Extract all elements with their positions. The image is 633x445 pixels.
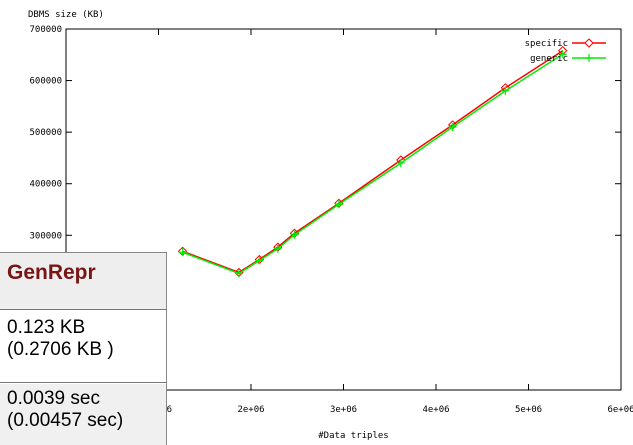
data-point-generic bbox=[396, 159, 405, 168]
data-point-generic bbox=[448, 122, 457, 131]
x-tick-label: 5e+06 bbox=[515, 405, 542, 415]
y-tick-label: 500000 bbox=[29, 128, 62, 138]
overlay-size-value: 0.123 KB bbox=[7, 317, 86, 338]
overlay-size-cell: 0.123 KB (0.2706 KB ) bbox=[0, 311, 166, 383]
series-line-generic bbox=[182, 53, 564, 275]
legend-marker-specific bbox=[584, 38, 594, 48]
overlay-title: GenRepr bbox=[0, 253, 166, 310]
x-tick-label: 3e+06 bbox=[330, 405, 357, 415]
series-line-specific bbox=[182, 50, 564, 274]
data-point-generic bbox=[501, 86, 510, 95]
data-point-generic bbox=[178, 248, 187, 257]
legend-marker-generic bbox=[585, 54, 593, 62]
data-point-generic bbox=[255, 256, 264, 265]
x-tick-label: 2e+06 bbox=[237, 405, 264, 415]
data-point-generic bbox=[334, 200, 343, 209]
y-tick-label: 400000 bbox=[29, 180, 62, 190]
overlay-size-alt-value: (0.2706 KB ) bbox=[7, 339, 114, 360]
y-axis-title: DBMS size (KB) bbox=[28, 10, 104, 20]
x-axis-title: #Data triples bbox=[318, 431, 388, 441]
y-tick-label: 600000 bbox=[29, 77, 62, 87]
data-point-generic bbox=[558, 50, 567, 59]
legend-label: generic bbox=[530, 54, 568, 64]
data-point-generic bbox=[273, 244, 282, 253]
overlay-time-cell: 0.0039 sec (0.00457 sec) bbox=[0, 384, 166, 445]
y-tick-label: 300000 bbox=[29, 231, 62, 241]
legend-label: specific bbox=[525, 39, 568, 49]
data-point-generic bbox=[234, 269, 243, 278]
x-tick-label: 6e+06 bbox=[607, 405, 633, 415]
overlay-time-alt-value: (0.00457 sec) bbox=[7, 410, 124, 431]
y-tick-label: 700000 bbox=[29, 25, 62, 35]
x-tick-label: 4e+06 bbox=[422, 405, 449, 415]
data-point-generic bbox=[290, 230, 299, 239]
genrepr-overlay-table: GenRepr 0.123 KB (0.2706 KB ) 0.0039 sec… bbox=[0, 252, 167, 445]
overlay-time-value: 0.0039 sec bbox=[7, 388, 100, 409]
